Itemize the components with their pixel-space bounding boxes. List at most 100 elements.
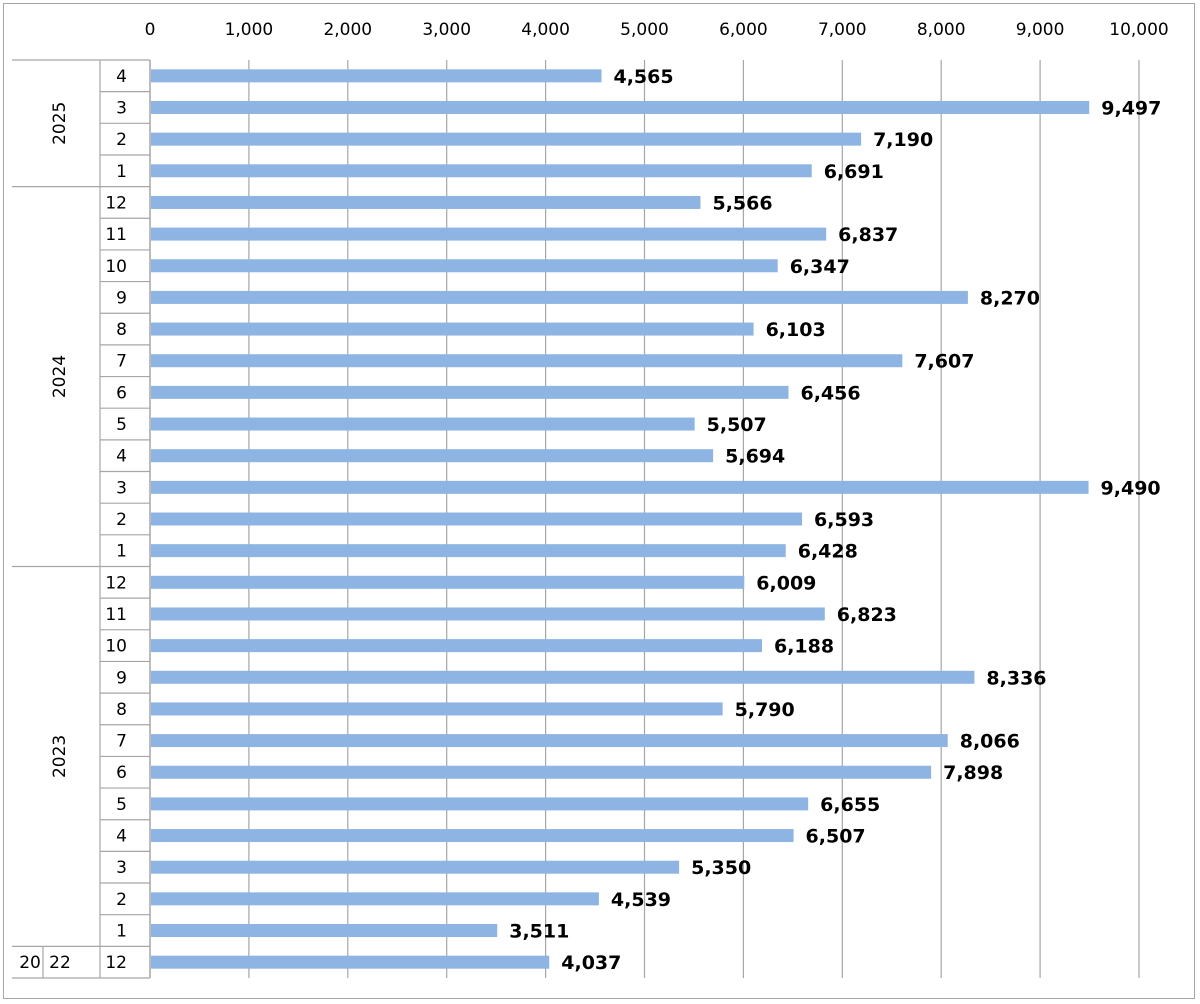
x-tick-label: 10,000 — [1109, 20, 1168, 40]
data-label: 6,507 — [806, 826, 866, 848]
x-tick-label: 3,000 — [422, 20, 471, 40]
x-tick-label: 1,000 — [225, 20, 274, 40]
month-label: 6 — [116, 383, 127, 403]
bar — [151, 702, 723, 716]
data-label: 8,336 — [986, 667, 1046, 689]
x-tick-label: 5,000 — [620, 20, 669, 40]
month-label: 11 — [105, 605, 127, 625]
data-labels: 4,565 9,497 7,190 6,691 5,566 6,837 6,347 8,270… — [509, 66, 1161, 974]
data-label: 9,497 — [1101, 97, 1161, 119]
x-tick-label: 0 — [145, 20, 156, 40]
chart-frame — [3, 3, 1195, 999]
month-label: 12 — [105, 573, 127, 593]
data-label: 6,456 — [800, 382, 860, 404]
year-label-part: 20 — [19, 953, 41, 973]
bar — [151, 449, 714, 463]
year-label: 2025 — [50, 102, 70, 145]
bar — [151, 892, 599, 906]
month-label: 9 — [116, 288, 127, 308]
data-label: 8,066 — [960, 731, 1020, 753]
gridlines — [248, 60, 1140, 978]
x-tick-label: 6,000 — [719, 20, 768, 40]
bar — [151, 322, 754, 336]
data-label: 6,103 — [766, 319, 826, 341]
data-label: 4,539 — [611, 889, 671, 911]
bar — [151, 290, 968, 304]
x-tick-label: 4,000 — [521, 20, 570, 40]
data-label: 8,270 — [980, 287, 1040, 309]
x-tick-label: 8,000 — [917, 20, 966, 40]
bar — [151, 385, 789, 399]
month-label: 3 — [116, 478, 127, 498]
month-label: 8 — [116, 320, 127, 340]
month-label: 7 — [116, 352, 127, 372]
month-label: 2 — [116, 510, 127, 530]
data-label: 6,655 — [820, 794, 880, 816]
bar — [151, 354, 903, 368]
bar — [151, 670, 975, 684]
bar — [151, 860, 680, 874]
month-label: 3 — [116, 858, 127, 878]
bar — [151, 132, 862, 146]
data-label: 3,511 — [509, 921, 569, 943]
year-label: 20 22 — [19, 953, 71, 973]
data-label: 6,593 — [814, 509, 874, 531]
month-label: 5 — [116, 415, 127, 435]
bar — [151, 544, 786, 558]
year-label-part: 22 — [49, 953, 71, 973]
data-label: 6,009 — [756, 572, 816, 594]
data-label: 6,691 — [824, 161, 884, 183]
year-label: 2024 — [50, 355, 70, 398]
month-label: 11 — [105, 225, 127, 245]
month-label: 9 — [116, 668, 127, 688]
data-label: 7,190 — [873, 129, 933, 151]
bar — [151, 765, 932, 779]
month-label: 6 — [116, 763, 127, 783]
x-tick-label: 9,000 — [1016, 20, 1065, 40]
bar — [151, 734, 948, 748]
data-label: 7,898 — [943, 762, 1003, 784]
bar — [151, 69, 602, 83]
data-label: 5,566 — [712, 192, 772, 214]
month-label: 7 — [116, 732, 127, 752]
bar — [151, 575, 745, 589]
month-label: 10 — [105, 637, 127, 657]
month-label: 1 — [116, 542, 127, 562]
category-axis: 4 3 2 1 12 11 10 9 8 7 6 5 4 3 2 1 12 11 10 9 8 7 6 5 4 3 2 1 12 2025… — [12, 59, 150, 979]
bar — [151, 607, 825, 621]
data-label: 6,837 — [838, 224, 898, 246]
bar — [151, 227, 827, 241]
month-label: 12 — [105, 953, 127, 973]
month-label: 12 — [105, 193, 127, 213]
bar — [151, 259, 778, 273]
month-label: 10 — [105, 257, 127, 277]
year-label: 2023 — [50, 735, 70, 778]
data-label: 7,607 — [914, 351, 974, 373]
data-label: 6,823 — [837, 604, 897, 626]
data-label: 6,428 — [798, 541, 858, 563]
data-label: 5,350 — [691, 857, 751, 879]
bar — [151, 829, 794, 843]
bar — [151, 924, 498, 938]
data-label: 9,490 — [1101, 477, 1161, 499]
month-label: 5 — [116, 795, 127, 815]
month-label: 2 — [116, 130, 127, 150]
month-label: 4 — [116, 67, 127, 87]
bar — [151, 164, 812, 178]
month-label: 4 — [116, 827, 127, 847]
bar — [151, 639, 762, 653]
data-label: 6,188 — [774, 636, 834, 658]
x-axis-ticks: 0 1,000 2,000 3,000 4,000 5,000 6,000 7,000 8,00… — [145, 20, 1169, 40]
bar — [151, 512, 803, 526]
data-label: 4,037 — [561, 952, 621, 974]
bars — [151, 69, 1090, 969]
month-label: 4 — [116, 447, 127, 467]
data-label: 6,347 — [790, 256, 850, 278]
bar — [151, 417, 695, 431]
bar — [151, 955, 550, 969]
month-label: 1 — [116, 922, 127, 942]
data-label: 5,694 — [725, 446, 785, 468]
data-label: 4,565 — [613, 66, 673, 88]
month-label: 8 — [116, 700, 127, 720]
